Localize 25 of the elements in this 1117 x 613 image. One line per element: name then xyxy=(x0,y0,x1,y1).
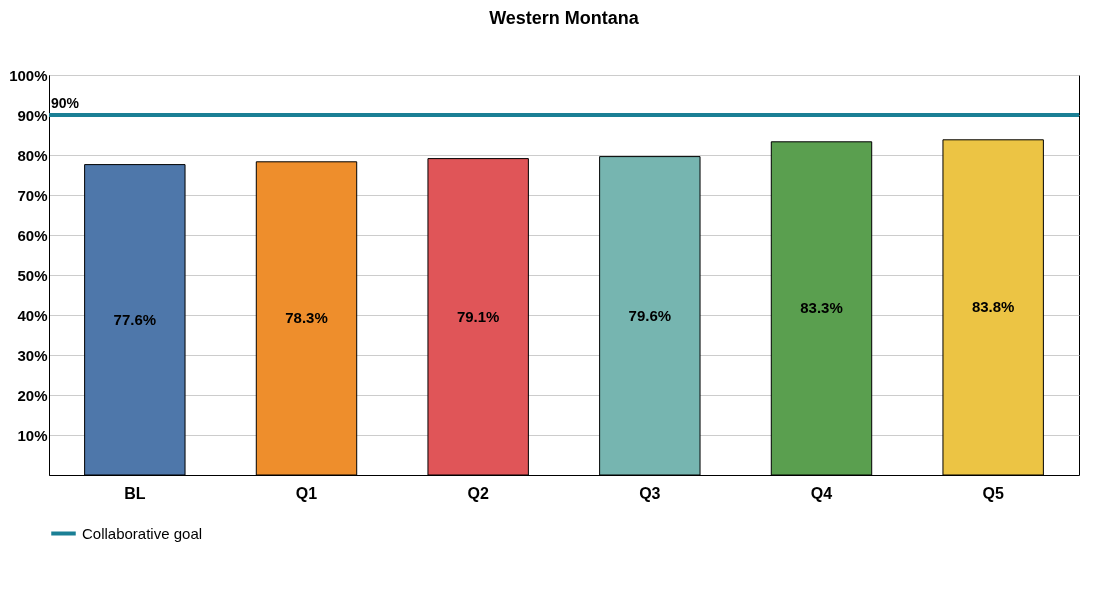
x-tick-label: Q3 xyxy=(639,484,661,502)
y-tick-label: 30% xyxy=(17,346,48,364)
data-label: 83.3% xyxy=(800,299,843,317)
y-tick-label: 20% xyxy=(17,386,48,404)
data-label: 77.6% xyxy=(113,310,157,328)
x-tick-label: Q1 xyxy=(295,484,318,502)
data-label: 83.8% xyxy=(971,298,1015,316)
y-tick-label: 100% xyxy=(9,66,48,84)
y-tick-label: 80% xyxy=(17,146,48,164)
data-label: 78.3% xyxy=(285,309,328,327)
y-tick-label: 40% xyxy=(17,306,48,324)
chart-title: Western Montana xyxy=(489,8,640,28)
x-tick-label: Q4 xyxy=(810,484,833,502)
data-label: 79.1% xyxy=(456,307,500,325)
y-tick-label: 70% xyxy=(17,186,48,204)
y-tick-label: 50% xyxy=(17,266,48,284)
annotation: 90% xyxy=(51,95,80,111)
data-label: 79.6% xyxy=(628,306,672,324)
y-tick-label: 90% xyxy=(17,106,48,124)
x-tick-label: BL xyxy=(124,484,146,502)
legend-label: Collaborative goal xyxy=(82,524,203,542)
y-tick-label: 10% xyxy=(17,426,48,444)
y-tick-label: 60% xyxy=(17,226,48,244)
x-tick-label: Q5 xyxy=(982,484,1004,502)
x-tick-label: Q2 xyxy=(467,484,489,502)
